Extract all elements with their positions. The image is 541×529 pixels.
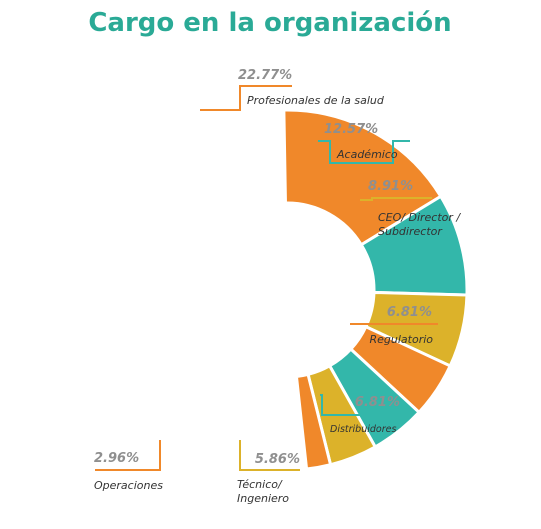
- slice-1: [282, 108, 443, 247]
- category-label: CEO/ Director /: [378, 211, 461, 224]
- percent-label: 2.96%: [94, 451, 139, 466]
- donut-slices: [282, 108, 469, 471]
- percent-label: 22.77%: [238, 68, 292, 83]
- leader-line-2: [318, 140, 410, 164]
- leader-line-3: [360, 197, 432, 201]
- percent-label: 6.81%: [355, 395, 400, 410]
- percent-label: 8.91%: [368, 179, 413, 194]
- leader-line-6: [239, 440, 300, 471]
- chart-title: Cargo en la organización: [88, 8, 451, 38]
- category-label: Distribuidores: [330, 424, 396, 435]
- leader-lines: [95, 85, 438, 471]
- percent-label: 12.57%: [324, 122, 378, 137]
- category-label: Ingeniero: [237, 492, 289, 505]
- category-label: Académico: [336, 148, 398, 161]
- percent-label: 6.81%: [387, 305, 432, 320]
- leader-line-7: [95, 440, 161, 471]
- category-label: Técnico/: [237, 478, 283, 491]
- leader-line-5: [320, 394, 404, 416]
- percent-label: 5.86%: [255, 452, 300, 467]
- category-label: Profesionales de la salud: [247, 94, 385, 107]
- leader-line-1: [200, 85, 292, 111]
- slice-labels: 22.77% Profesionales de la salud 12.57% Aca…: [94, 68, 461, 505]
- slice-7: [294, 372, 333, 471]
- category-label: Regulatorio: [369, 333, 433, 346]
- category-label: Subdirector: [378, 225, 443, 238]
- category-label: Operaciones: [94, 479, 163, 492]
